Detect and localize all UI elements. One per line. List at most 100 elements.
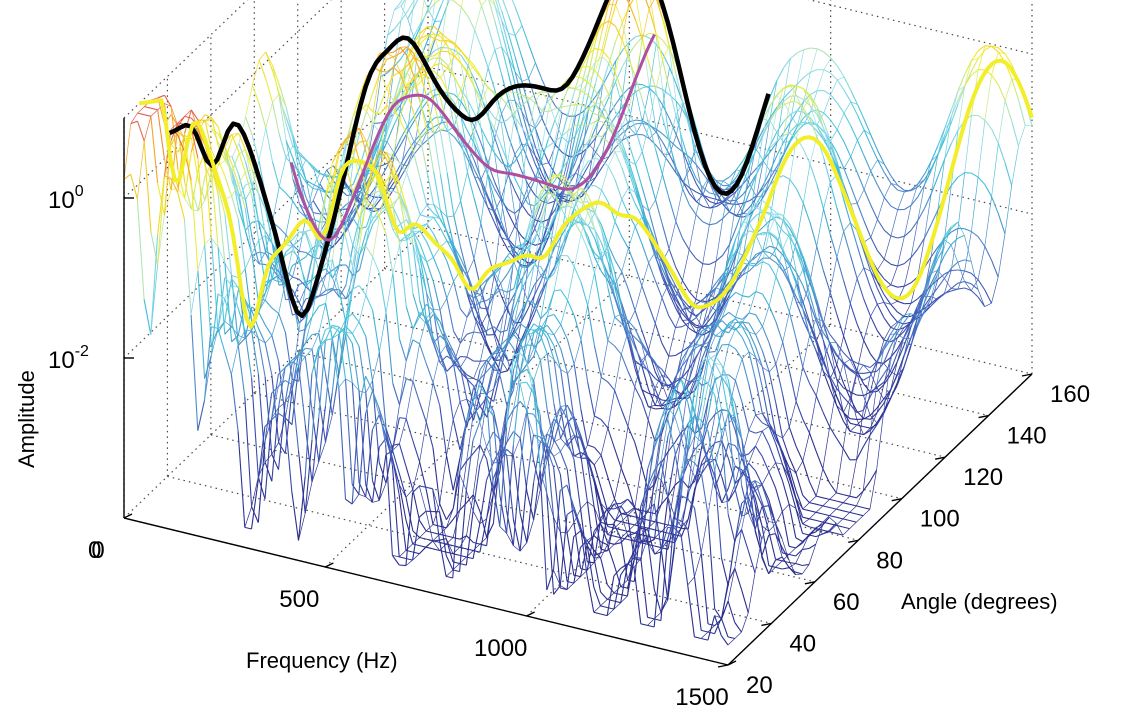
surface-segment [568, 105, 575, 106]
surface-segment [864, 189, 871, 205]
surface-segment [958, 288, 965, 289]
surface-mesh-line [656, 105, 663, 132]
surface-mesh-line [797, 203, 804, 241]
surface-mesh-line [622, 188, 629, 200]
surface-mesh-line [904, 258, 911, 287]
surface-segment [373, 106, 380, 124]
surface-mesh-line [608, 317, 615, 340]
surface-segment [689, 292, 696, 300]
surface-mesh-line [836, 519, 843, 525]
surface-segment [359, 128, 366, 152]
surface-segment [628, 290, 635, 311]
surface-segment [481, 223, 488, 251]
surface-segment [729, 344, 736, 348]
surface-segment [891, 304, 898, 312]
surface-segment [836, 517, 843, 519]
surface-segment [635, 227, 642, 244]
surface-segment [742, 337, 749, 352]
surface-mesh-line [844, 157, 851, 169]
surface-segment [629, 37, 636, 42]
surface-segment [414, 0, 421, 6]
surface-segment [877, 331, 884, 341]
surface-mesh-line [756, 236, 763, 252]
surface-segment [273, 102, 280, 134]
surface-segment [710, 193, 717, 195]
surface-segment [628, 371, 635, 387]
surface-mesh-line [803, 519, 810, 524]
surface-segment [783, 293, 790, 313]
surface-mesh-line [951, 289, 958, 290]
surface-segment [831, 120, 838, 130]
surface-segment [608, 428, 615, 448]
surface-segment [796, 401, 803, 419]
surface-segment [656, 32, 663, 60]
surface-segment [877, 288, 884, 302]
surface-segment [595, 104, 602, 114]
surface-segment [823, 506, 830, 508]
surface-segment [427, 242, 434, 258]
surface-segment [669, 249, 676, 267]
surface-mesh-line [783, 102, 790, 136]
surface-segment [951, 238, 958, 245]
surface-segment [864, 299, 871, 316]
surface-segment [574, 364, 581, 409]
surface-mesh-line [837, 231, 844, 257]
surface-segment [850, 255, 857, 278]
surface-segment [447, 125, 454, 162]
surface-segment [413, 152, 420, 179]
surface-segment [843, 511, 850, 513]
surface-mesh-line [327, 166, 334, 170]
surface-segment [508, 106, 515, 116]
surface-mesh-line [985, 75, 992, 120]
surface-mesh-line [850, 425, 857, 432]
surface-mesh-line [769, 277, 776, 306]
surface-segment [648, 536, 655, 538]
surface-mesh-line [891, 301, 898, 304]
surface-segment [232, 154, 239, 172]
surface-segment [508, 33, 515, 57]
surface-segment [777, 68, 784, 81]
surface-mesh-line [958, 262, 965, 281]
surface-mesh-line [576, 153, 583, 186]
surface-segment [735, 380, 742, 402]
surface-segment [797, 86, 804, 89]
surface-segment [628, 427, 635, 443]
surface-segment [797, 50, 804, 53]
surface-mesh-line [877, 259, 884, 270]
surface-segment [762, 535, 769, 555]
surface-mesh-line [481, 175, 488, 223]
surface-segment [803, 495, 810, 502]
surface-segment [460, 309, 467, 317]
surface-segment [837, 66, 844, 77]
surface-mesh-line [898, 192, 905, 210]
surface-mesh-line [762, 472, 769, 485]
surface-mesh-line [823, 499, 830, 506]
surface-segment [635, 310, 642, 330]
surface-segment [843, 519, 850, 521]
surface-segment [958, 235, 965, 238]
surface-segment [809, 503, 816, 505]
surface-segment [615, 317, 622, 323]
surface-mesh-line [843, 529, 850, 536]
surface-segment [387, 57, 394, 59]
surface-mesh-line [574, 456, 581, 458]
surface-segment [440, 274, 447, 298]
surface-mesh-line [811, 49, 818, 72]
surface-segment [958, 282, 965, 284]
surface-mesh-line [1012, 146, 1019, 186]
surface-mesh-line [824, 182, 831, 209]
surface-segment [689, 205, 696, 215]
surface-segment [266, 128, 273, 162]
surface-segment [992, 197, 999, 214]
surface-mesh-line [824, 58, 831, 70]
surface-segment [434, 171, 441, 210]
surface-segment [475, 0, 482, 6]
surface-mesh-line [742, 313, 749, 322]
surface-segment [898, 190, 905, 192]
surface-segment [871, 171, 878, 185]
surface-mesh-line [816, 362, 823, 396]
surface-mesh-line [762, 426, 769, 431]
surface-segment [810, 325, 817, 343]
surface-segment [809, 519, 816, 521]
surface-segment [884, 279, 891, 285]
